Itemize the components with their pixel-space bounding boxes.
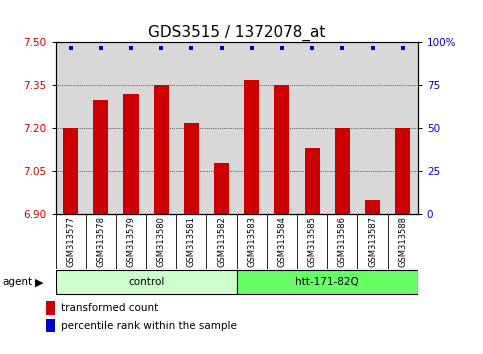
Text: GSM313580: GSM313580 xyxy=(156,216,166,267)
Text: control: control xyxy=(128,277,164,287)
Bar xyxy=(46,319,55,332)
Text: GSM313578: GSM313578 xyxy=(96,216,105,267)
Text: agent: agent xyxy=(2,277,32,287)
Text: GSM313579: GSM313579 xyxy=(127,216,136,267)
Bar xyxy=(154,85,169,214)
Text: GSM313577: GSM313577 xyxy=(66,216,75,267)
Text: GSM313588: GSM313588 xyxy=(398,216,407,267)
Bar xyxy=(46,301,55,315)
Bar xyxy=(124,94,139,214)
Text: GSM313587: GSM313587 xyxy=(368,216,377,267)
Bar xyxy=(56,270,237,294)
Text: GSM313584: GSM313584 xyxy=(277,216,286,267)
Bar xyxy=(63,129,78,214)
Text: GSM313581: GSM313581 xyxy=(187,216,196,267)
Text: GSM313586: GSM313586 xyxy=(338,216,347,267)
Bar xyxy=(184,122,199,214)
Bar xyxy=(365,200,380,214)
Text: ▶: ▶ xyxy=(35,277,43,287)
Bar xyxy=(237,270,418,294)
Bar xyxy=(335,129,350,214)
Text: htt-171-82Q: htt-171-82Q xyxy=(296,277,359,287)
Text: GSM313585: GSM313585 xyxy=(308,216,317,267)
Bar xyxy=(395,129,410,214)
Bar xyxy=(244,80,259,214)
Bar xyxy=(305,148,320,214)
Text: transformed count: transformed count xyxy=(61,303,158,313)
Text: GSM313583: GSM313583 xyxy=(247,216,256,267)
Text: percentile rank within the sample: percentile rank within the sample xyxy=(61,321,237,331)
Text: GSM313582: GSM313582 xyxy=(217,216,226,267)
Title: GDS3515 / 1372078_at: GDS3515 / 1372078_at xyxy=(148,25,326,41)
Bar xyxy=(93,100,108,214)
Bar xyxy=(214,163,229,214)
Bar xyxy=(274,85,289,214)
